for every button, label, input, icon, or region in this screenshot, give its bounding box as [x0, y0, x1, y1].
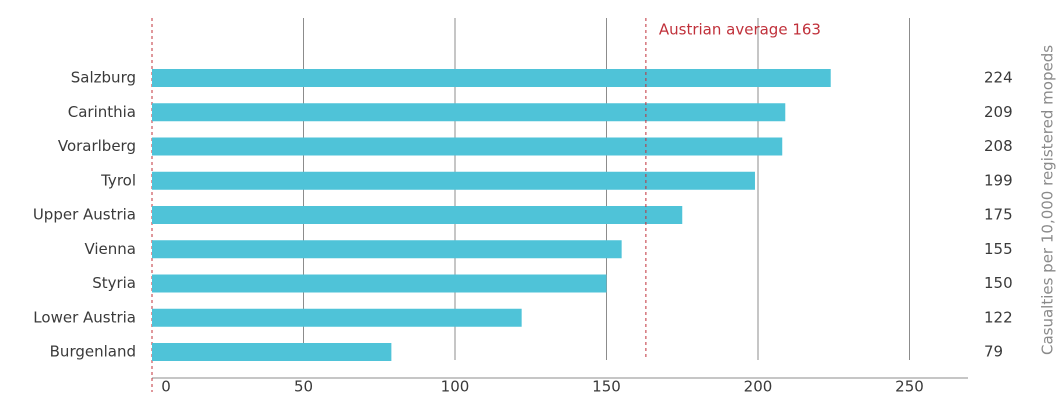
- bar: [152, 69, 831, 87]
- x-tick-label: 0: [161, 378, 171, 396]
- bar: [152, 308, 522, 327]
- value-label: 122: [984, 308, 1013, 326]
- category-label: Vorarlberg: [58, 137, 136, 155]
- x-tick-label: 250: [895, 378, 924, 396]
- x-tick-labels: 0 50 100 150 200 250: [161, 378, 924, 396]
- category-labels: Salzburg Carinthia Vorarlberg Tyrol Upper Au…: [33, 69, 136, 361]
- bar: [152, 171, 755, 190]
- x-tick-label: 200: [744, 378, 773, 396]
- value-label: 208: [984, 137, 1013, 155]
- value-labels: 224 209 208 199 175 155 150 122 79: [984, 69, 1013, 361]
- bar: [152, 343, 392, 361]
- category-label: Salzburg: [71, 69, 136, 87]
- value-label: 175: [984, 206, 1013, 224]
- category-label: Carinthia: [68, 103, 136, 121]
- value-label: 150: [984, 274, 1013, 292]
- category-label: Upper Austria: [33, 206, 136, 224]
- y-axis-label: Casualties per 10,000 registered mopeds: [1039, 45, 1057, 355]
- x-tick-label: 100: [441, 378, 470, 396]
- value-label: 209: [984, 103, 1013, 121]
- average-reference: Austrian average 163: [645, 18, 821, 360]
- value-label: 155: [984, 240, 1013, 258]
- bar: [152, 103, 786, 122]
- bar: [152, 206, 683, 224]
- category-label: Vienna: [84, 240, 136, 258]
- category-label: Styria: [92, 274, 136, 292]
- value-label: 224: [984, 69, 1013, 87]
- value-label: 79: [984, 343, 1003, 361]
- bars: [152, 69, 831, 361]
- x-tick-label: 150: [592, 378, 621, 396]
- bar: [152, 240, 622, 259]
- value-label: 199: [984, 171, 1013, 189]
- category-label: Lower Austria: [33, 308, 136, 326]
- bar: [152, 137, 783, 156]
- bar: [152, 274, 607, 293]
- category-label: Burgenland: [50, 343, 136, 361]
- average-label: Austrian average 163: [659, 21, 821, 39]
- x-tick-label: 50: [294, 378, 313, 396]
- category-label: Tyrol: [100, 171, 136, 189]
